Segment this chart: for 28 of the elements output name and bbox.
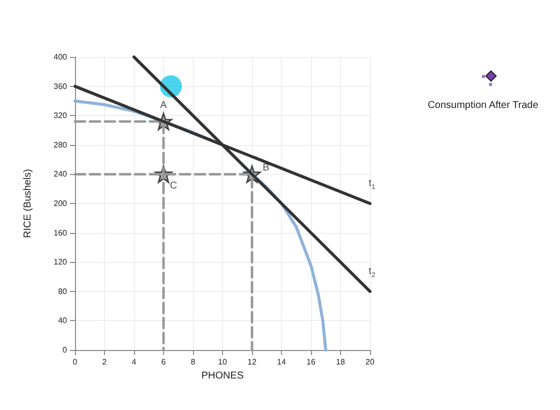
x-tick-label: 4: [132, 358, 137, 366]
x-tick-label: 0: [72, 358, 78, 366]
x-tick-label: 10: [218, 358, 228, 366]
x-tick-label: 18: [336, 358, 346, 366]
y-tick-label: 80: [58, 286, 68, 296]
x-tick-label: 20: [366, 358, 375, 366]
y-tick-label: 120: [54, 258, 68, 267]
y-tick-label: 200: [54, 199, 68, 208]
x-tick-label: 14: [277, 358, 286, 366]
y-tick-label: 400: [54, 52, 68, 62]
x-tick-label: 6: [161, 358, 166, 366]
annotation: A: [160, 100, 168, 111]
y-tick-label: 160: [54, 228, 68, 238]
x-tick-label: 12: [248, 358, 257, 366]
y-tick-label: 320: [54, 111, 68, 120]
y-tick-label: 360: [54, 82, 68, 91]
text: Consumption After Trade: [426, 100, 540, 111]
x-tick-label: 8: [190, 358, 196, 366]
y-tick-label: 280: [54, 140, 68, 150]
annotation: C: [170, 180, 178, 192]
annotation: B: [262, 162, 270, 174]
x-axis-title: PHONES: [201, 370, 244, 382]
y-tick-label: 40: [58, 316, 68, 326]
x-tick-label: 2: [102, 358, 108, 366]
y-axis-title: RICE (Bushels): [22, 169, 34, 238]
y-tick-label: 240: [54, 170, 68, 179]
x-tick-label: 16: [306, 358, 316, 366]
y-tick-label: 0: [62, 346, 68, 354]
